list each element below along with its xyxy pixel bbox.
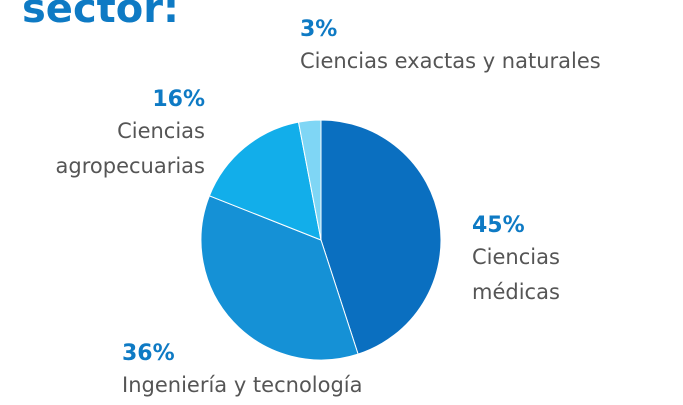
chart-title: sector:: [22, 0, 179, 32]
pie-slice: [297, 119, 322, 241]
slice-label: 36% Ingeniería y tecnología: [122, 340, 452, 403]
pie-slice: [208, 121, 322, 241]
category-label: Ciencias exactas y naturales: [300, 49, 601, 73]
slice-label: 3% Ciencias exactas y naturales: [300, 16, 680, 79]
pie-slice: [320, 119, 442, 355]
category-label: Ciencias médicas: [472, 245, 560, 304]
value-label: 16%: [152, 87, 205, 112]
category-label: Ciencias agropecuarias: [55, 119, 205, 178]
category-label: Ingeniería y tecnología: [122, 373, 363, 397]
value-label: 45%: [472, 213, 525, 238]
value-label: 36%: [122, 341, 175, 366]
pie-slice: [200, 195, 359, 361]
slice-label: 45% Ciencias médicas: [472, 212, 622, 310]
value-label: 3%: [300, 17, 338, 42]
slice-label: 16% Ciencias agropecuarias: [5, 86, 205, 184]
